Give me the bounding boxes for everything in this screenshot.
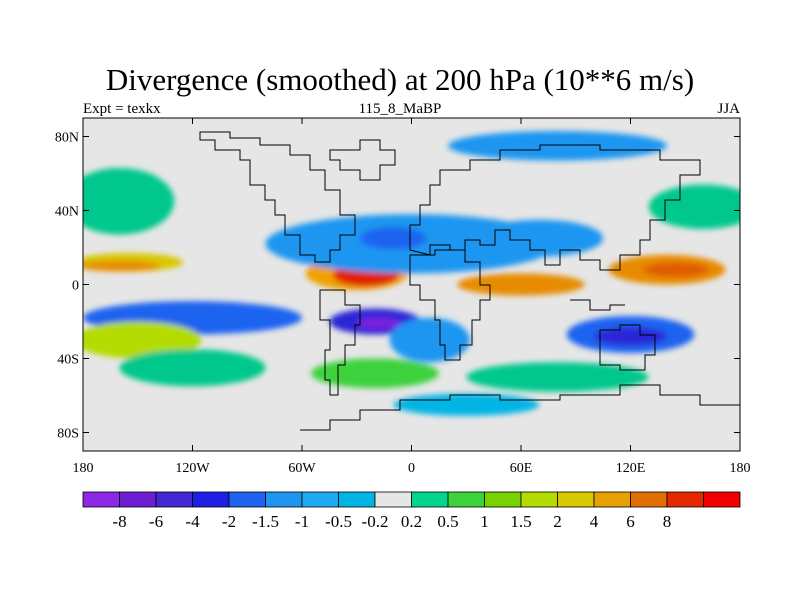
colorbar-swatch bbox=[374, 491, 412, 508]
lat-tick-label: 40N bbox=[55, 205, 79, 220]
lat-tick-label: 80N bbox=[55, 131, 79, 146]
field-region bbox=[311, 358, 439, 389]
colorbar-label: -1.5 bbox=[252, 512, 279, 531]
field-region bbox=[448, 130, 667, 161]
field-region bbox=[83, 321, 202, 359]
colorbar-swatch bbox=[520, 491, 558, 508]
coastline-africa bbox=[409, 249, 491, 361]
field-region bbox=[466, 362, 649, 392]
lon-tick-label: 180 bbox=[73, 461, 94, 476]
colorbar-label: 0.5 bbox=[437, 512, 458, 531]
coastline-maritime bbox=[570, 299, 625, 311]
lon-tick-label: 180 bbox=[730, 461, 751, 476]
colorbar-label: 6 bbox=[626, 512, 635, 531]
field-region bbox=[475, 219, 604, 257]
field-region bbox=[594, 327, 667, 346]
colorbar-label: 2 bbox=[553, 512, 562, 531]
coastline-australia bbox=[599, 324, 656, 371]
field-region bbox=[389, 317, 470, 363]
left-string: Expt = texkx bbox=[83, 101, 161, 117]
lon-tick-label: 60W bbox=[288, 461, 316, 476]
colorbar-label: -0.5 bbox=[325, 512, 352, 531]
colorbar-label: -2 bbox=[222, 512, 236, 531]
colorbar-label: 4 bbox=[590, 512, 599, 531]
colorbar-swatch bbox=[703, 491, 741, 508]
colorbar-swatch bbox=[228, 491, 266, 508]
colorbar-label: 0.2 bbox=[401, 512, 422, 531]
colorbar-label: 1.5 bbox=[510, 512, 531, 531]
field-region bbox=[119, 349, 266, 387]
colorbar-swatch bbox=[447, 491, 485, 508]
field-region bbox=[360, 227, 427, 250]
colorbar-swatch bbox=[119, 491, 157, 508]
field-region bbox=[643, 262, 709, 278]
colorbar-label: 1 bbox=[480, 512, 489, 531]
lon-tick-label: 60E bbox=[510, 461, 533, 476]
lon-tick-label: 120E bbox=[616, 461, 646, 476]
lat-tick-label: 40S bbox=[57, 353, 79, 368]
colorbar-swatch bbox=[301, 491, 339, 508]
colorbar-swatch bbox=[265, 491, 303, 508]
colorbar-swatch bbox=[338, 491, 376, 508]
coastline-antarctica bbox=[300, 384, 740, 431]
field-region bbox=[457, 273, 585, 296]
colorbar-swatch bbox=[557, 491, 595, 508]
colorbar-swatch bbox=[484, 491, 522, 508]
colorbar-label: -0.2 bbox=[362, 512, 389, 531]
lat-tick-label: 0 bbox=[72, 279, 79, 294]
colorbar-label: -4 bbox=[185, 512, 200, 531]
coastline-eurasia bbox=[409, 144, 701, 271]
field-region bbox=[356, 317, 401, 329]
coastline-greenland bbox=[329, 139, 396, 181]
colorbar-label: -1 bbox=[295, 512, 309, 531]
colorbar-label: 8 bbox=[663, 512, 672, 531]
colorbar-swatch bbox=[155, 491, 193, 508]
field-region bbox=[648, 184, 740, 229]
colorbar-swatch bbox=[630, 491, 668, 508]
field-region bbox=[83, 260, 160, 272]
colorbar-swatch bbox=[82, 491, 120, 508]
lon-tick-label: 0 bbox=[408, 461, 415, 476]
field-region bbox=[393, 393, 540, 416]
colorbar-swatch bbox=[666, 491, 704, 508]
right-string: JJA bbox=[717, 101, 740, 117]
colorbar-swatch bbox=[411, 491, 449, 508]
field-region bbox=[83, 167, 175, 235]
colorbar-swatch bbox=[192, 491, 230, 508]
colorbar-label: -6 bbox=[149, 512, 163, 531]
colorbar-label: -8 bbox=[112, 512, 126, 531]
lat-tick-label: 80S bbox=[57, 427, 79, 442]
lon-tick-label: 120W bbox=[175, 461, 210, 476]
center-string: 115_8_MaBP bbox=[358, 101, 442, 117]
plot-title: Divergence (smoothed) at 200 hPa (10**6 … bbox=[105, 62, 695, 97]
coastline-south-america bbox=[319, 289, 361, 396]
coastline-north-america bbox=[199, 131, 356, 263]
colorbar-swatch bbox=[593, 491, 631, 508]
